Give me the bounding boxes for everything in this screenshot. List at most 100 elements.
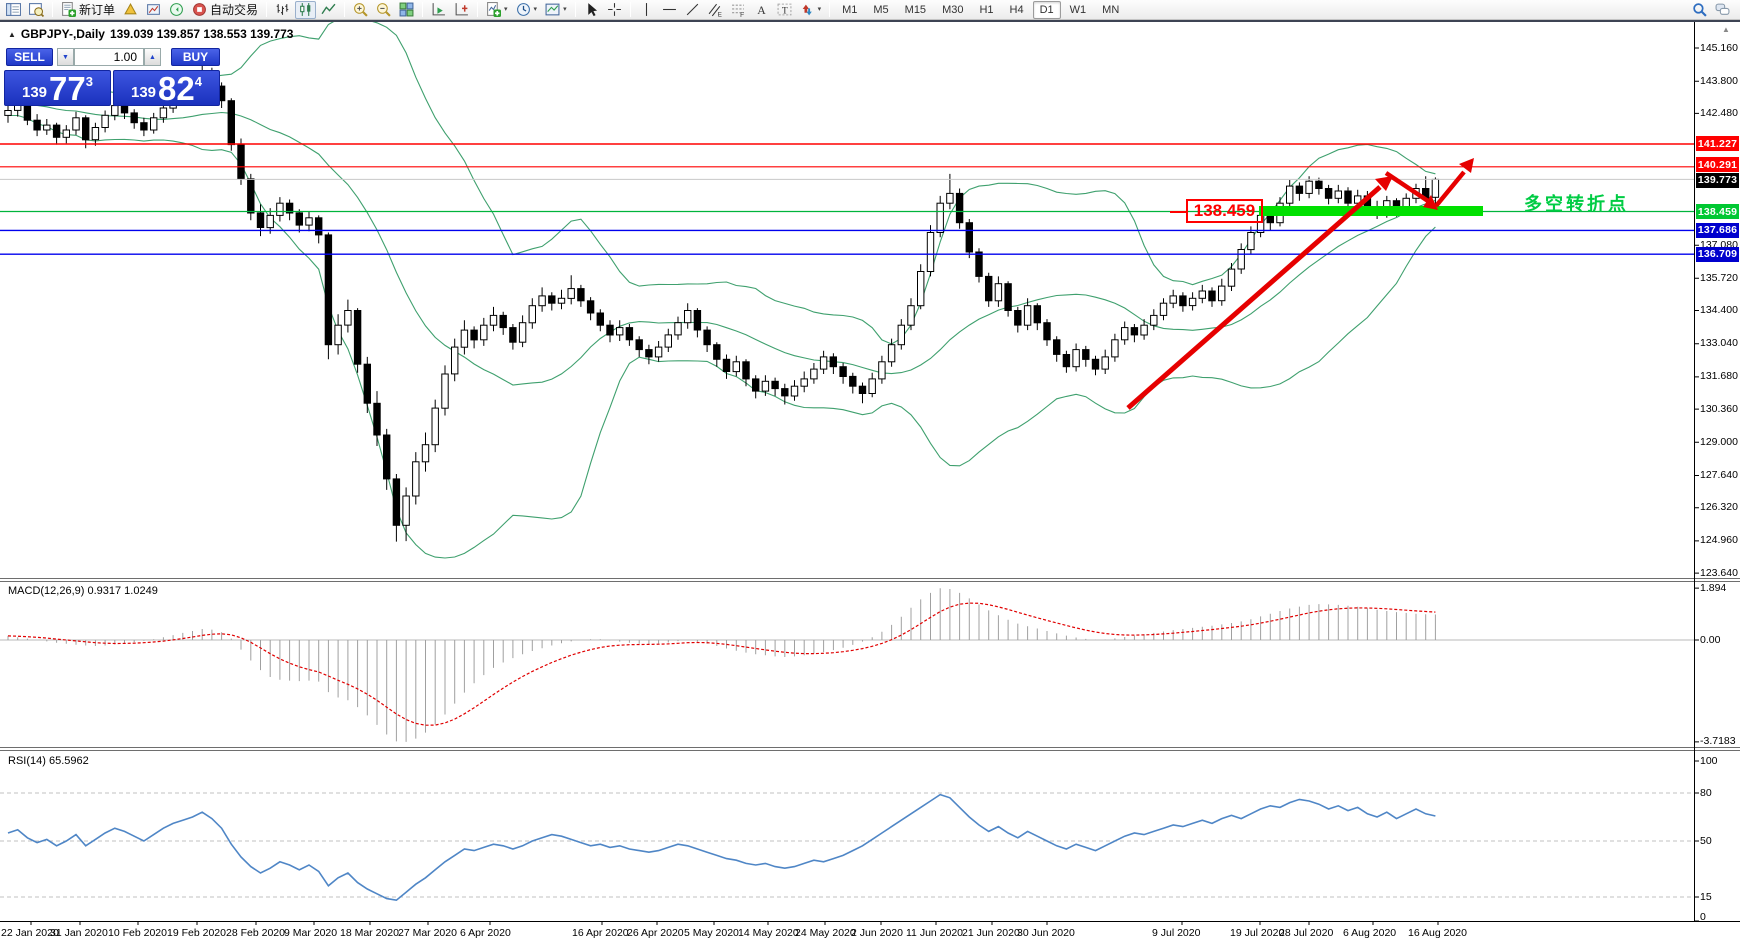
macd-label: MACD(12,26,9) 0.9317 1.0249 [8, 585, 158, 597]
axis-scroll-icon[interactable]: ▲ [1722, 25, 1730, 34]
price-tick-label: 133.040 [1700, 337, 1738, 350]
charts-window-button[interactable] [3, 1, 24, 19]
horizontal-line-button[interactable] [659, 1, 680, 19]
bar-chart-button[interactable] [272, 1, 293, 19]
templates-button[interactable]: ▾ [542, 1, 570, 19]
svg-text:F: F [740, 12, 744, 17]
price-tick-label: 131.680 [1700, 370, 1738, 383]
auto-scroll-button[interactable] [428, 1, 449, 19]
turning-point-annotation[interactable]: 多空转折点 [1524, 194, 1629, 214]
timeframe-d1-button[interactable]: D1 [1032, 0, 1061, 19]
price-tick-label: 126.320 [1700, 501, 1738, 514]
date-tick-label: 10 Feb 2020 [108, 927, 167, 939]
timeframe-mn-button[interactable]: MN [1102, 3, 1120, 16]
date-tick-label: 19 Feb 2020 [167, 927, 226, 939]
search-button[interactable] [1689, 1, 1710, 19]
chat-icon [1715, 3, 1730, 15]
date-tick-label: 16 Apr 2020 [572, 927, 629, 939]
sell-button[interactable]: SELL [6, 48, 53, 66]
text-label-button[interactable]: T [774, 1, 795, 19]
tile-windows-icon [399, 2, 414, 17]
fibonacci-button[interactable]: F [728, 1, 749, 19]
volume-up-stepper[interactable]: ▲ [144, 48, 161, 66]
timeframe-m5-button[interactable]: M5 [873, 3, 889, 16]
price-tick-label: 145.160 [1700, 41, 1738, 54]
collap-triangle-icon[interactable]: ▲ [8, 29, 16, 39]
zoom-in-button[interactable] [350, 1, 371, 19]
market-watch-button[interactable] [120, 1, 141, 19]
sell-price-button[interactable]: 139 77 3 [4, 70, 111, 106]
zoom-out-button[interactable] [373, 1, 394, 19]
cursor-button[interactable] [581, 1, 602, 19]
market-watch-icon [124, 3, 137, 15]
trendline-button[interactable] [682, 1, 703, 19]
zoom-out-icon [377, 3, 391, 17]
arrows-button[interactable]: ▾ [797, 1, 825, 19]
date-tick-label: 28 Feb 2020 [226, 927, 285, 939]
price-chart-canvas[interactable] [0, 22, 1740, 946]
vertical-line-button[interactable] [636, 1, 657, 19]
timeframe-h1-button[interactable]: H1 [979, 3, 994, 16]
channel-button[interactable]: E [705, 1, 726, 19]
timeframe-w1-button[interactable]: W1 [1069, 3, 1087, 16]
auto-scroll-icon [432, 3, 445, 16]
rsi-line [7, 793, 1436, 902]
toolbar-separator [829, 2, 831, 17]
tile-windows-button[interactable] [396, 1, 417, 19]
rsi-tick-label: 100 [1700, 754, 1718, 767]
toolbar-button-label: 自动交易 [210, 3, 259, 17]
fibonacci-icon: F [731, 4, 744, 17]
chat-button[interactable] [1712, 1, 1733, 19]
price-tick-label: 129.000 [1700, 435, 1738, 448]
buy-price-figure: 139 [131, 84, 157, 101]
timeframe-m15-button[interactable]: M15 [904, 3, 927, 16]
svg-text:T: T [781, 6, 787, 17]
text-button[interactable]: A [751, 1, 772, 19]
price-levels [0, 143, 1694, 255]
volume-down-stepper[interactable]: ▼ [57, 48, 74, 66]
templates-icon [545, 3, 560, 16]
support-bar [1259, 206, 1483, 216]
new-order-button[interactable]: 新订单 [58, 1, 118, 19]
alerts-button[interactable] [166, 1, 187, 19]
date-tick-label: 6 Aug 2020 [1343, 927, 1397, 939]
macd-tick-label: -3.7183 [1700, 735, 1736, 748]
chart-title: ▲ GBPJPY-,Daily 139.039 139.857 138.553 … [8, 27, 293, 41]
candlestick-chart-button[interactable] [295, 0, 317, 19]
profiles-icon [29, 3, 44, 17]
navigator-button[interactable] [143, 1, 164, 19]
rsi-label: RSI(14) 65.5962 [8, 755, 89, 767]
support-price-callout[interactable]: 138.459 [1186, 199, 1263, 223]
date-tick-label: 21 Jun 2020 [962, 927, 1020, 939]
dropdown-arrow-icon: ▾ [533, 6, 538, 13]
volume-input[interactable] [74, 48, 144, 66]
autotrading-button[interactable]: 自动交易 [189, 1, 261, 19]
navigator-icon [147, 4, 160, 15]
line-chart-button[interactable] [318, 1, 339, 19]
dropdown-arrow-icon: ▾ [817, 6, 822, 13]
timeframe-m1-button[interactable]: M1 [842, 3, 858, 16]
buy-button[interactable]: BUY [171, 48, 220, 66]
buy-price-button[interactable]: 139 82 4 [113, 70, 220, 106]
date-tick-label: 27 Mar 2020 [398, 927, 457, 939]
profiles-button[interactable] [26, 1, 47, 19]
new-order-icon [62, 2, 76, 17]
toolbar-divider [0, 20, 1740, 22]
chart-shift-button[interactable] [451, 1, 472, 19]
date-tick-label: 19 Jul 2020 [1230, 927, 1285, 939]
crosshair-button[interactable] [604, 1, 625, 19]
timeframe-m30-button[interactable]: M30 [942, 3, 964, 16]
timeframe-h4-button[interactable]: H4 [1009, 3, 1024, 16]
date-tick-label: 14 May 2020 [738, 927, 799, 939]
date-tick-label: 11 Jun 2020 [906, 927, 964, 939]
macd-signal-line [7, 602, 1436, 726]
date-tick-label: 2 Jun 2020 [851, 927, 903, 939]
indicators-button[interactable]: ▾ [483, 1, 511, 19]
svg-text:A: A [757, 4, 766, 17]
periods-button[interactable]: ▾ [513, 1, 541, 19]
trend-arrows [1126, 158, 1474, 410]
rsi-tick-label: 50 [1700, 834, 1712, 847]
price-badge-138.459: 138.459 [1696, 204, 1739, 219]
sell-price-figure: 139 [22, 84, 48, 101]
